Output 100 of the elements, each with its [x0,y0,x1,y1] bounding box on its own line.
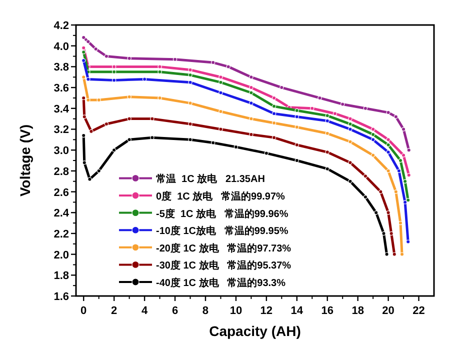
point [249,90,254,95]
x-tick-label: 10 [230,305,242,317]
point [226,64,230,69]
point [363,106,368,110]
point [406,240,410,244]
point [406,172,411,178]
point [325,166,330,171]
point [348,140,352,144]
point [218,90,223,95]
point [82,133,86,138]
point [280,85,284,90]
point [218,109,223,114]
point [86,77,90,82]
legend-label: -10度 1C放电 常温的99.95% [156,225,288,238]
legend-label: -5度 1C 放电 常温的99.96% [156,208,288,220]
point [386,138,390,142]
y-axis-title: Voltage (V) [17,124,33,197]
point [86,40,90,44]
point [363,174,368,178]
point [158,70,162,74]
point [188,68,192,72]
point [340,102,345,106]
point [325,150,330,154]
point [234,144,238,150]
point [325,118,330,123]
x-tick-label: 16 [321,305,334,317]
legend-label: 0度 1C 放电 常温的99.97% [156,190,286,202]
point [150,135,154,140]
point [406,148,411,152]
point [370,153,376,158]
legend-label: -20度 1C 放电 常温的97.73% [156,242,292,254]
x-tick-label: 18 [352,305,364,317]
point [127,94,132,100]
point [264,151,269,156]
point [406,198,410,202]
point [112,148,116,152]
x-tick-label: 12 [260,305,273,317]
point [378,190,383,194]
x-axis-title: Capacity (AH) [209,323,301,339]
point [401,127,406,132]
point [386,142,390,147]
point [94,46,98,52]
point [112,78,116,82]
x-tick-label: 20 [382,305,394,317]
x-tick-label: 6 [172,305,178,317]
point [82,96,86,100]
point [88,177,92,182]
point [389,231,394,236]
point [96,98,101,102]
point [402,179,408,184]
point [82,58,86,63]
point [272,96,276,100]
point [401,153,406,158]
point [374,210,378,215]
point [82,50,86,54]
point [127,56,132,60]
y-tick-label: 2.0 [54,249,69,262]
point [112,64,116,69]
legend-label: -30度 1C 放电 常温的95.37% [156,260,292,272]
y-tick-label: 2.4 [54,208,70,220]
point [398,158,403,163]
point [382,231,386,236]
point [398,220,403,226]
y-tick-label: 1.8 [54,270,69,282]
legend-label: -40度 1C 放电 常温的93.3% [156,277,286,289]
y-tick-label: 2.2 [54,228,69,240]
point [127,138,132,142]
y-tick-label: 3.4 [54,103,70,116]
point [402,200,408,204]
point [249,75,254,80]
point [82,46,86,50]
point [96,168,101,174]
point [384,252,389,256]
point [294,142,299,147]
point [348,179,352,184]
legend-label: 常温 1C 放电 21.35AH [156,173,265,186]
point [218,127,223,132]
point [348,160,352,165]
y-tick-label: 2.6 [54,186,69,199]
point [386,168,390,174]
point [386,150,390,154]
point [386,210,390,215]
point [348,127,352,132]
point [249,116,254,121]
point [104,54,109,58]
point [272,104,276,108]
point [104,122,109,126]
point [310,106,314,110]
point [82,114,86,119]
point [249,101,254,106]
y-tick-label: 2.8 [54,166,69,178]
point [272,111,276,116]
point [370,138,376,142]
point [218,80,223,84]
point [386,110,390,115]
x-tick-label: 4 [141,305,148,317]
y-tick-label: 4.0 [54,40,69,53]
point [211,140,216,145]
point [86,98,90,102]
point [158,64,162,69]
